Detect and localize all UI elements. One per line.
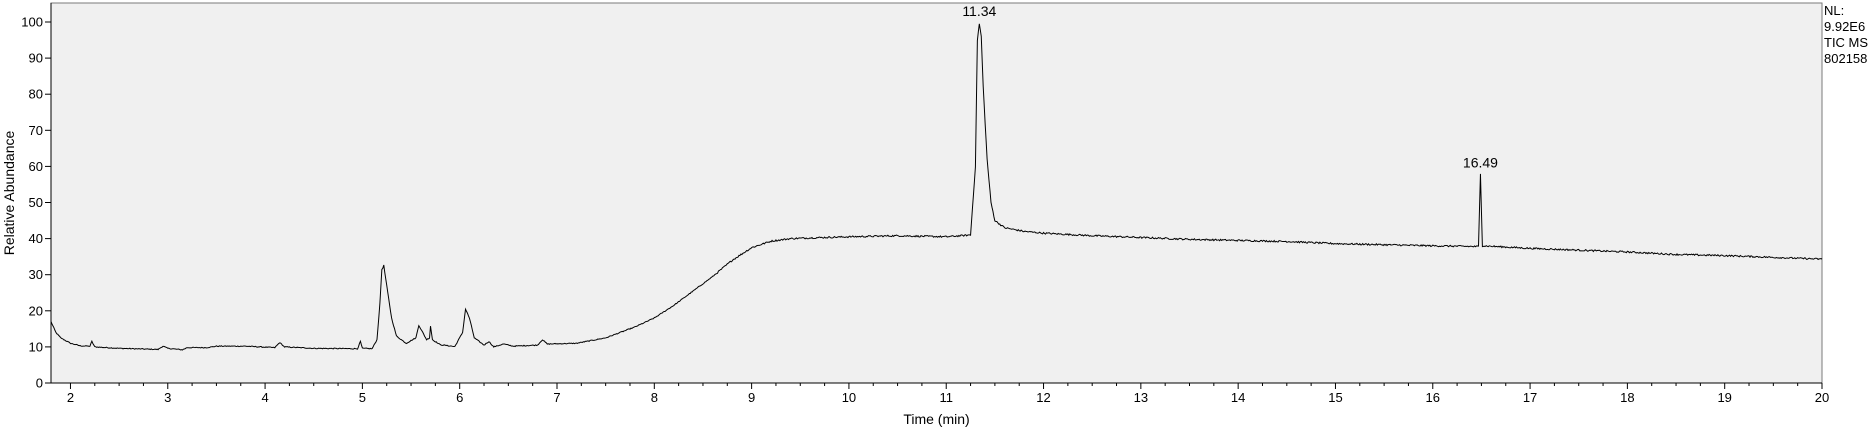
peak-label: 16.49 bbox=[1463, 155, 1498, 171]
x-tick-label: 12 bbox=[1036, 390, 1050, 405]
y-axis: 0 10 20 30 40 50 60 70 80 90 100 bbox=[21, 3, 52, 391]
x-tick-label: 16 bbox=[1426, 390, 1440, 405]
y-axis-title: Relative Abundance bbox=[1, 131, 17, 256]
y-tick-label: 100 bbox=[21, 15, 43, 30]
x-tick-label: 11 bbox=[939, 390, 953, 405]
y-tick-label: 0 bbox=[36, 376, 43, 391]
x-tick-label: 9 bbox=[748, 390, 755, 405]
info-line: 802158 bbox=[1824, 51, 1867, 66]
x-tick-label: 15 bbox=[1328, 390, 1342, 405]
x-tick-label: 17 bbox=[1523, 390, 1537, 405]
y-tick-label: 90 bbox=[29, 51, 43, 66]
x-tick-label: 20 bbox=[1815, 390, 1829, 405]
y-tick-label: 80 bbox=[29, 87, 43, 102]
x-tick-label: 4 bbox=[261, 390, 268, 405]
x-tick-label: 2 bbox=[67, 390, 74, 405]
y-tick-label: 30 bbox=[29, 267, 43, 282]
x-axis-title: Time (min) bbox=[903, 411, 969, 427]
info-line: 9.92E6 bbox=[1824, 19, 1865, 34]
x-tick-label: 5 bbox=[359, 390, 366, 405]
x-tick-label: 19 bbox=[1717, 390, 1731, 405]
peak-label: 11.34 bbox=[962, 3, 996, 19]
x-tick-label: 7 bbox=[553, 390, 560, 405]
y-tick-label: 50 bbox=[29, 195, 43, 210]
y-tick-label: 40 bbox=[29, 231, 43, 246]
y-tick-label: 60 bbox=[29, 159, 43, 174]
plot-area bbox=[50, 2, 1823, 384]
info-line: NL: bbox=[1824, 3, 1844, 18]
x-tick-label: 3 bbox=[164, 390, 171, 405]
tic-trace-line bbox=[50, 23, 1823, 351]
y-tick-label: 70 bbox=[29, 123, 43, 138]
y-tick-label: 20 bbox=[29, 303, 43, 318]
info-line: TIC MS bbox=[1824, 35, 1868, 50]
x-tick-label: 13 bbox=[1134, 390, 1148, 405]
x-tick-label: 8 bbox=[651, 390, 658, 405]
x-tick-label: 6 bbox=[456, 390, 463, 405]
peak-labels: 11.34 16.49 bbox=[962, 3, 1498, 171]
x-tick-label: 18 bbox=[1620, 390, 1634, 405]
x-tick-label: 14 bbox=[1231, 390, 1245, 405]
x-axis: 2 3 4 5 6 7 8 9 10 11 12 13 14 15 16 17 18 19 20 bbox=[51, 382, 1829, 405]
y-tick-label: 10 bbox=[29, 339, 43, 354]
x-tick-label: 10 bbox=[842, 390, 856, 405]
